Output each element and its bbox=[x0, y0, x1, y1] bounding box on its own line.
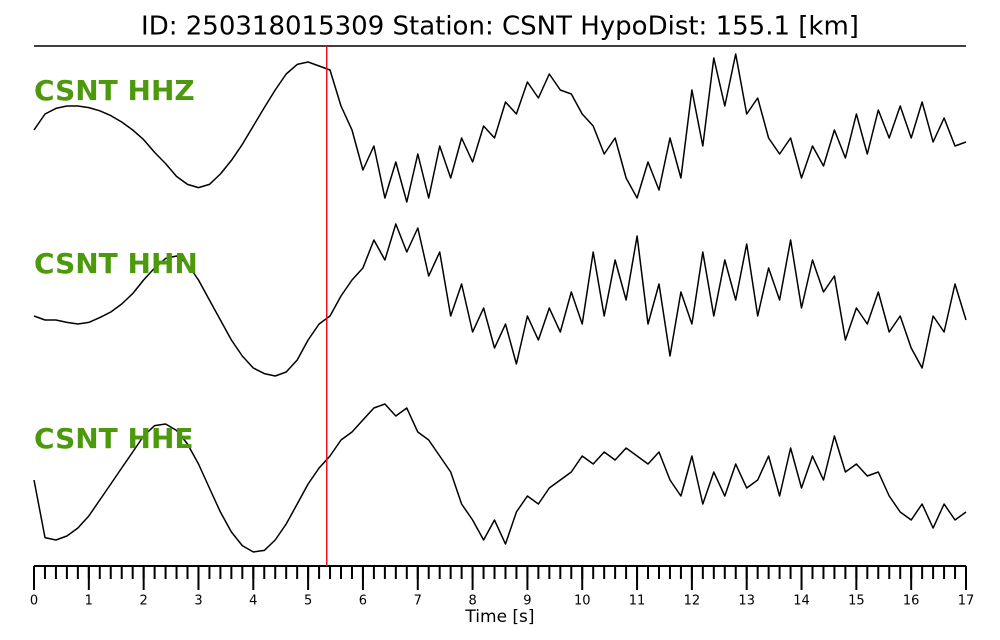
x-tick-label: 16 bbox=[903, 594, 920, 609]
x-tick-label: 5 bbox=[304, 594, 312, 609]
x-tick-label: 4 bbox=[249, 594, 257, 609]
x-tick-label: 8 bbox=[468, 594, 476, 609]
x-tick-label: 14 bbox=[793, 594, 810, 609]
x-tick-label: 0 bbox=[30, 594, 38, 609]
x-tick-label: 7 bbox=[414, 594, 422, 609]
trace-label: CSNT HHN bbox=[34, 247, 198, 280]
x-axis-label: Time [s] bbox=[464, 607, 534, 627]
trace-label: CSNT HHE bbox=[34, 422, 194, 455]
x-tick-label: 12 bbox=[684, 594, 701, 609]
waveform bbox=[33, 53, 967, 203]
x-tick-label: 3 bbox=[194, 594, 202, 609]
waveform bbox=[33, 223, 967, 377]
x-tick-label: 10 bbox=[574, 594, 591, 609]
x-tick-label: 2 bbox=[140, 594, 148, 609]
x-tick-label: 13 bbox=[738, 594, 755, 609]
x-tick-label: 6 bbox=[359, 594, 367, 609]
x-tick-label: 9 bbox=[523, 594, 531, 609]
trace-label: CSNT HHZ bbox=[34, 74, 195, 107]
chart-title: ID: 250318015309 Station: CSNT HypoDist:… bbox=[141, 12, 859, 42]
x-tick-label: 11 bbox=[629, 594, 646, 609]
x-tick-label: 17 bbox=[958, 594, 975, 609]
x-tick-label: 15 bbox=[848, 594, 865, 609]
waveform bbox=[33, 403, 967, 553]
x-tick-label: 1 bbox=[85, 594, 93, 609]
